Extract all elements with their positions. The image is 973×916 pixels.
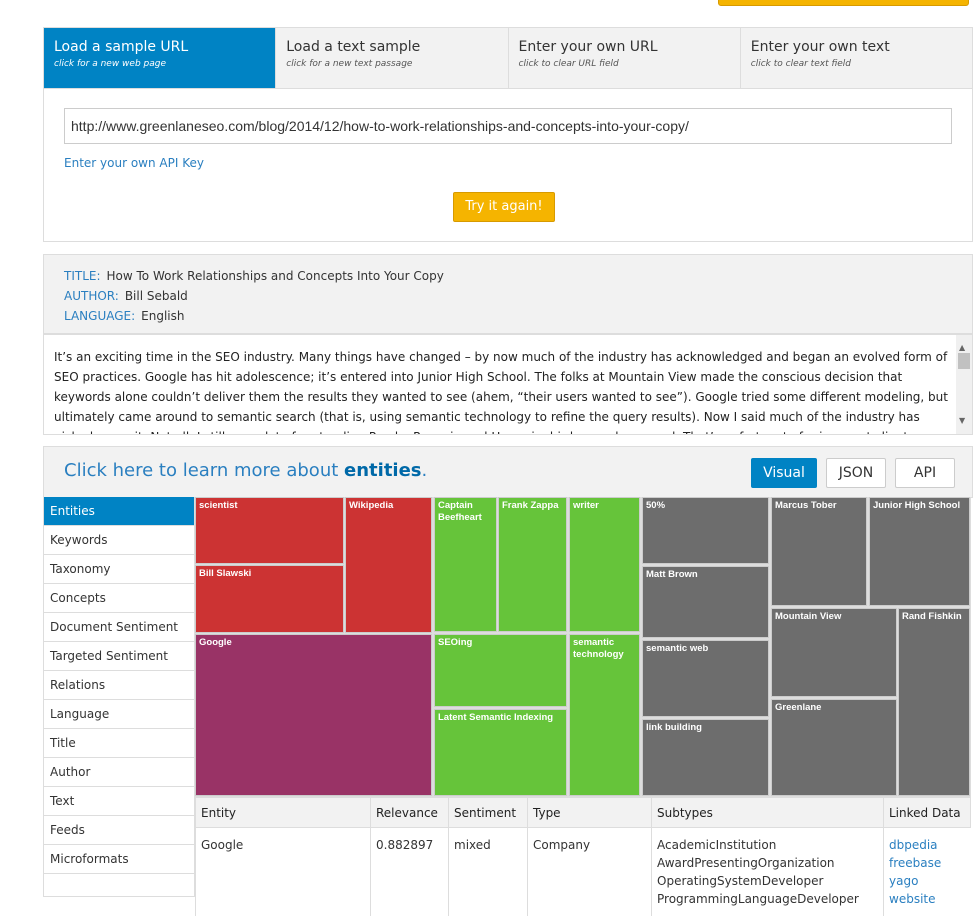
tab-title: Enter your own URL — [519, 39, 730, 55]
col-type[interactable]: Type — [528, 798, 652, 828]
subtype: OperatingSystemDeveloper — [657, 872, 878, 890]
learn-topic: entities — [344, 460, 422, 481]
extracted-text-body: It’s an exciting time in the SEO industr… — [54, 347, 950, 435]
tab-subtitle: click to clear URL field — [519, 59, 730, 69]
input-mode-tabs: Load a sample URL click for a new web pag… — [43, 27, 973, 89]
type-cell: Company — [528, 828, 652, 916]
treemap-cell[interactable]: Rand Fishkin — [898, 608, 970, 796]
url-input[interactable] — [64, 108, 952, 144]
learn-more-bar: Click here to learn more about entities.… — [43, 446, 973, 498]
treemap-cell[interactable]: Greenlane — [771, 699, 897, 796]
treemap-cell[interactable]: Marcus Tober — [771, 497, 867, 606]
entity-cell: Google — [196, 828, 371, 916]
treemap-cell[interactable]: Google — [195, 634, 432, 796]
treemap-cell[interactable]: 50% — [642, 497, 769, 564]
subtype: AcademicInstitution — [657, 836, 878, 854]
col-linked-data[interactable]: Linked Data — [884, 798, 971, 828]
author-label: AUTHOR: — [64, 289, 119, 303]
subtype: AwardPresentingOrganization — [657, 854, 878, 872]
subtype: ProgrammingLanguageDeveloper — [657, 890, 878, 908]
text-scrollbar[interactable]: ▲▼ — [956, 335, 972, 434]
subtypes-cell: AcademicInstitution AwardPresentingOrgan… — [652, 828, 884, 916]
tab-subtitle: click to clear text field — [751, 59, 962, 69]
api-key-link[interactable]: Enter your own API Key — [64, 156, 204, 170]
view-api-button[interactable]: API — [895, 458, 955, 488]
col-subtypes[interactable]: Subtypes — [652, 798, 884, 828]
title-value: How To Work Relationships and Concepts I… — [107, 269, 444, 283]
tab-title: Enter your own text — [751, 39, 962, 55]
tab-title: Load a text sample — [286, 39, 497, 55]
document-meta: TITLE: How To Work Relationships and Conc… — [43, 254, 973, 334]
sidebar-item-keywords[interactable]: Keywords — [44, 526, 194, 555]
sentiment-cell: mixed — [449, 828, 528, 916]
treemap-cell[interactable]: semantic web — [642, 640, 769, 717]
treemap-cell[interactable]: Wikipedia — [345, 497, 432, 633]
col-entity[interactable]: Entity — [196, 798, 371, 828]
dbpedia-link[interactable]: dbpedia — [889, 836, 966, 854]
input-panel: Enter your own API Key Try it again! — [43, 88, 973, 242]
language-value: English — [141, 309, 184, 323]
top-action-button[interactable] — [718, 0, 969, 6]
tab-enter-own-url[interactable]: Enter your own URL click to clear URL fie… — [509, 28, 741, 88]
treemap-cell[interactable]: Captain Beefheart — [434, 497, 497, 632]
tab-load-text-sample[interactable]: Load a text sample click for a new text p… — [276, 28, 508, 88]
table-row: Google 0.882897 mixed Company AcademicIn… — [196, 828, 971, 916]
sidebar-item-document-sentiment[interactable]: Document Sentiment — [44, 613, 194, 642]
try-again-button[interactable]: Try it again! — [453, 192, 555, 222]
learn-prefix: Click here to learn more about — [64, 460, 344, 481]
view-json-button[interactable]: JSON — [826, 458, 886, 488]
sidebar-item-language[interactable]: Language — [44, 700, 194, 729]
sidebar-item-taxonomy[interactable]: Taxonomy — [44, 555, 194, 584]
treemap-cell[interactable]: Junior High School — [869, 497, 970, 606]
linked-data-cell: dbpedia freebase yago website — [884, 828, 971, 916]
website-link[interactable]: website — [889, 890, 966, 908]
treemap-cell[interactable]: scientist — [195, 497, 344, 564]
tab-title: Load a sample URL — [54, 39, 265, 55]
scroll-down-icon[interactable]: ▼ — [959, 411, 965, 431]
learn-more-link[interactable]: Click here to learn more about entities. — [64, 460, 427, 481]
sidebar-item-feeds[interactable]: Feeds — [44, 816, 194, 845]
sidebar-item-microformats[interactable]: Microformats — [44, 845, 194, 874]
treemap-cell[interactable]: Latent Semantic Indexing — [434, 709, 567, 796]
freebase-link[interactable]: freebase — [889, 854, 966, 872]
relevance-cell: 0.882897 — [371, 828, 449, 916]
title-label: TITLE: — [64, 269, 101, 283]
scroll-thumb[interactable] — [958, 353, 970, 369]
yago-link[interactable]: yago — [889, 872, 966, 890]
treemap-cell[interactable]: SEOing — [434, 634, 567, 707]
entity-table: Entity Relevance Sentiment Type Subtypes… — [195, 797, 971, 916]
sidebar-item-entities[interactable]: Entities — [44, 497, 194, 526]
sidebar-item-title[interactable]: Title — [44, 729, 194, 758]
treemap-cell[interactable]: writer — [569, 497, 640, 632]
treemap-cell[interactable]: link building — [642, 719, 769, 796]
col-relevance[interactable]: Relevance — [371, 798, 449, 828]
sidebar-item-concepts[interactable]: Concepts — [44, 584, 194, 613]
extracted-text: It’s an exciting time in the SEO industr… — [43, 334, 973, 435]
tab-load-sample-url[interactable]: Load a sample URL click for a new web pag… — [44, 28, 276, 88]
sidebar-item-author[interactable]: Author — [44, 758, 194, 787]
tab-subtitle: click for a new text passage — [286, 59, 497, 69]
author-value: Bill Sebald — [125, 289, 188, 303]
tab-subtitle: click for a new web page — [54, 59, 265, 69]
col-sentiment[interactable]: Sentiment — [449, 798, 528, 828]
treemap-cell[interactable]: Frank Zappa — [498, 497, 567, 632]
treemap-cell[interactable]: semantic technology — [569, 634, 640, 796]
sidebar-item-targeted-sentiment[interactable]: Targeted Sentiment — [44, 642, 194, 671]
learn-suffix: . — [422, 460, 428, 481]
treemap-cell[interactable]: Mountain View — [771, 608, 897, 697]
treemap-cell[interactable]: Bill Slawski — [195, 565, 344, 633]
treemap-cell[interactable]: Matt Brown — [642, 566, 769, 638]
sidebar-item-text[interactable]: Text — [44, 787, 194, 816]
view-visual-button[interactable]: Visual — [751, 458, 817, 488]
language-label: LANGUAGE: — [64, 309, 135, 323]
tab-enter-own-text[interactable]: Enter your own text click to clear text f… — [741, 28, 972, 88]
sidebar-item-relations[interactable]: Relations — [44, 671, 194, 700]
